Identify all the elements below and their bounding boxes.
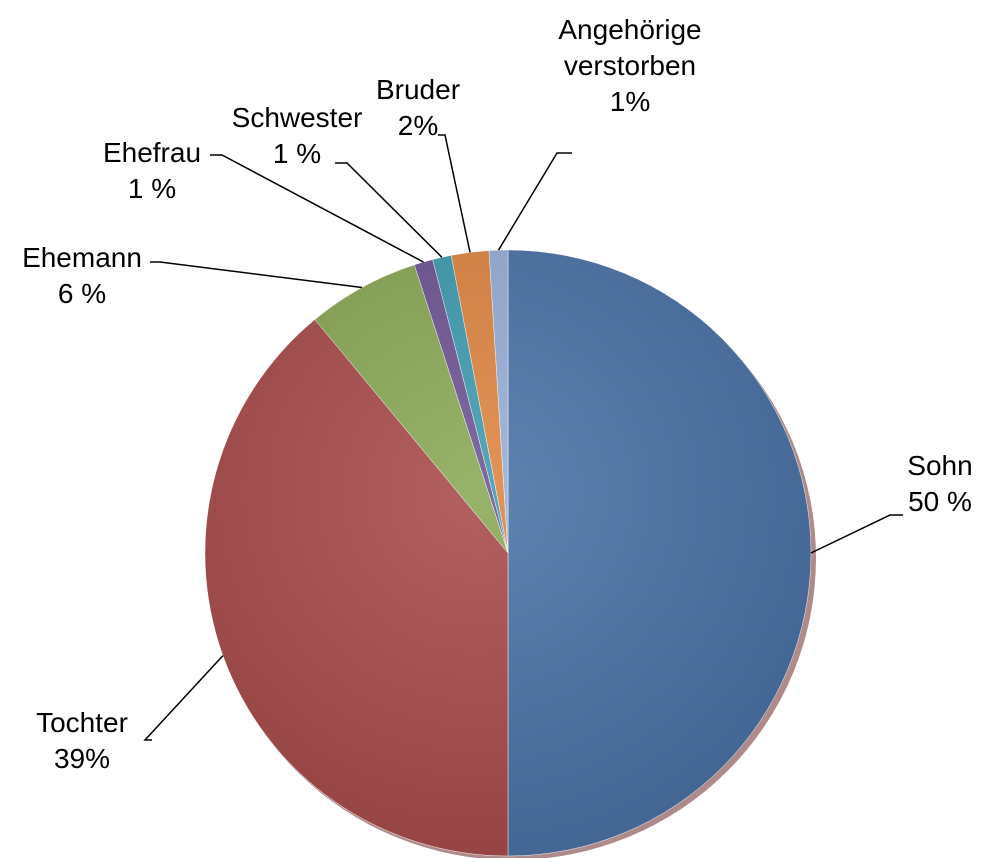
leader-line — [810, 514, 903, 554]
slice-label: Tochter 39% — [36, 705, 128, 777]
value-label: 50 % — [908, 486, 972, 517]
slice-label: Sohn 50 % — [907, 448, 972, 520]
category-label: Angehörige verstorben — [558, 14, 702, 81]
slice-label: Ehemann 6 % — [22, 240, 142, 312]
slice — [507, 249, 812, 857]
category-label: Schwester — [231, 102, 363, 133]
value-label: 1 % — [272, 138, 322, 169]
category-label: Sohn — [907, 450, 973, 481]
slices — [204, 249, 812, 857]
leader-line — [150, 261, 363, 289]
leader-line — [335, 162, 443, 258]
slice-label: Bruder 2% — [376, 72, 460, 144]
category-label: Ehefrau — [102, 137, 202, 168]
leaders — [143, 134, 903, 741]
value-label: 2% — [397, 110, 439, 141]
category-label: Ehemann — [22, 242, 142, 273]
slice-label: Schwester 1 % — [232, 100, 363, 172]
value-label: 1% — [609, 86, 651, 117]
leader-line — [143, 655, 224, 741]
leader-line — [497, 152, 572, 251]
category-label: Tochter — [36, 707, 128, 738]
leader-line — [210, 154, 424, 263]
value-label: 39% — [53, 743, 111, 774]
slice-label: Angehörige verstorben 1% — [540, 12, 720, 120]
leader-line — [438, 134, 471, 253]
value-label: 1 % — [127, 173, 177, 204]
value-label: 6 % — [57, 278, 107, 309]
slice-label: Ehefrau 1 % — [103, 135, 201, 207]
category-label: Bruder — [375, 74, 461, 105]
